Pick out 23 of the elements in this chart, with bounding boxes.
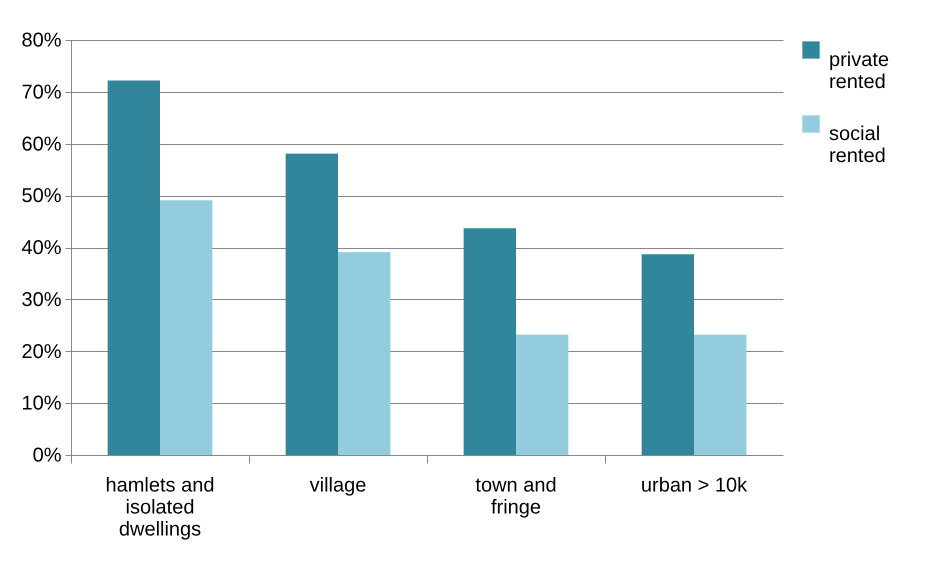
y-tick-label: 40% [21, 237, 62, 259]
y-tick-label: 0% [32, 444, 62, 466]
y-tick-label: 60% [21, 133, 62, 156]
bar [464, 228, 516, 455]
y-tick-label: 30% [21, 288, 62, 311]
y-tick-label: 20% [21, 340, 62, 363]
bar [642, 254, 694, 455]
bar [160, 200, 212, 455]
x-tick-label: hamlets and isolated dwellings [106, 474, 214, 540]
x-tick-label: village [310, 474, 366, 496]
x-tick-label: town and fringe [475, 474, 557, 518]
bar [286, 154, 338, 455]
y-tick-label: 70% [21, 81, 62, 104]
y-tick-label: 10% [21, 392, 62, 415]
bar [338, 252, 390, 455]
legend-label: private rented [829, 49, 890, 93]
y-tick-label: 50% [21, 185, 62, 208]
bar [108, 80, 160, 455]
bar [694, 334, 746, 455]
y-tick-label: 80% [21, 30, 62, 52]
x-tick-label: urban > 10k [640, 474, 748, 496]
legend-label: social rented [829, 123, 886, 167]
bar [516, 334, 568, 455]
